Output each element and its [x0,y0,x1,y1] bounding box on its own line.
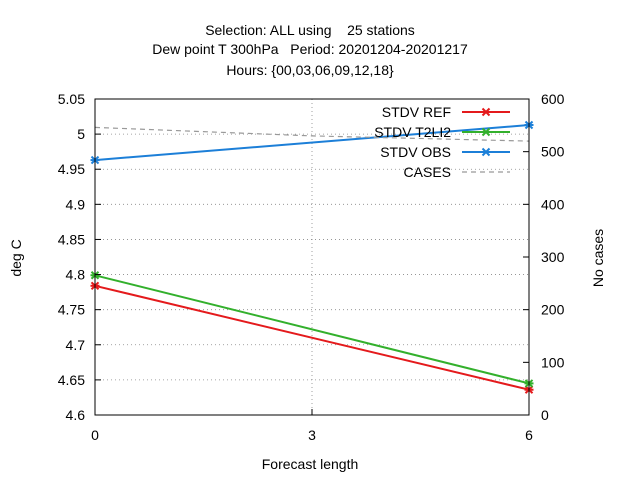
y2-axis-label: No cases [590,229,606,287]
x-tick-label: 6 [525,427,533,443]
series-line-cases [94,126,530,142]
series-line-stdv-ref [94,284,530,391]
legend-label: STDV REF [382,104,451,120]
y2-tick-label: 0 [541,407,549,423]
y-tick-label: 4.85 [58,231,85,247]
y-tick-label: 4.7 [66,337,86,353]
chart-title-line-2: Dew point T 300hPa Period: 20201204-2020… [152,41,468,57]
y2-tick-label: 100 [541,354,565,370]
series-line-stdv-t2li2 [94,274,530,385]
y2-tick-label: 400 [541,196,565,212]
y-tick-label: 4.95 [58,161,85,177]
y2-tick-label: 200 [541,302,565,318]
y-tick-label: 5.05 [58,91,85,107]
y-tick-label: 5 [77,126,85,142]
series-point [481,147,491,157]
series-line-stdv-obs [94,124,530,162]
series-point [481,127,491,137]
series-point [481,107,491,117]
grid-layer [95,99,529,415]
y2-tick-label: 300 [541,249,565,265]
legend-label: STDV T2LI2 [374,124,451,140]
x-tick-label: 0 [91,427,99,443]
y-tick-label: 4.8 [66,267,86,283]
legend: STDV REF STDV T2LI2 STDV OBS CASES [374,104,510,180]
legend-label: STDV OBS [380,144,451,160]
x-tick-label: 3 [308,427,316,443]
y-axis-label: deg C [8,239,24,276]
tick-layer: 4.6 4.65 4.7 4.75 4.8 4.85 4.9 4.95 5 5.05 0 100 200… [58,91,565,443]
y2-tick-label: 600 [541,91,565,107]
y2-tick-label: 500 [541,144,565,160]
series-layer [90,120,534,394]
chart-title-line-3: Hours: {00,03,06,09,12,18} [226,62,394,78]
y-tick-label: 4.9 [66,196,86,212]
chart-title-line-1: Selection: ALL using 25 stations [205,22,415,38]
y-tick-label: 4.75 [58,302,85,318]
legend-label: CASES [404,164,451,180]
x-axis-label: Forecast length [262,456,359,472]
y-tick-label: 4.6 [66,407,86,423]
y-tick-label: 4.65 [58,372,85,388]
